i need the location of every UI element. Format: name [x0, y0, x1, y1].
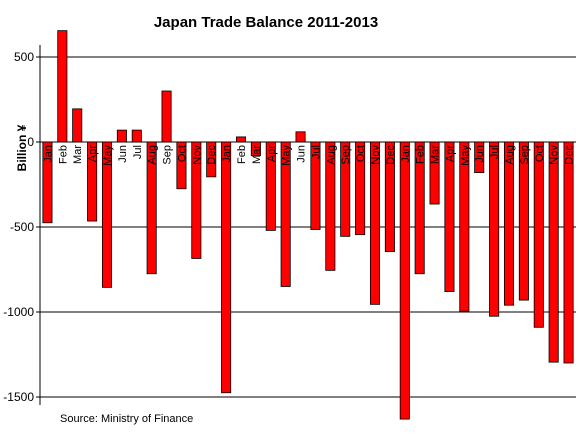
x-tick-label: Jul	[310, 145, 322, 159]
x-tick-label: Aug	[325, 145, 337, 165]
x-tick-label: Jun	[117, 145, 129, 163]
x-tick-label: Mar	[430, 145, 442, 164]
gridlines	[40, 56, 576, 398]
y-axis-label: Billion ¥	[15, 124, 29, 171]
chart-title: Japan Trade Balance 2011-2013	[154, 14, 378, 31]
x-tick-label: Jan	[221, 145, 233, 163]
bar	[42, 141, 53, 224]
bar	[384, 141, 395, 253]
bar	[280, 141, 291, 287]
y-tick-label: 500	[14, 50, 34, 64]
x-tick-label: Nov	[370, 145, 382, 165]
bar	[161, 90, 172, 143]
bar	[206, 141, 217, 178]
bar	[191, 141, 202, 259]
x-tick-label: Dec	[206, 145, 218, 165]
bar	[414, 141, 425, 275]
bar	[429, 141, 440, 205]
bars	[42, 30, 574, 420]
bar	[325, 141, 336, 271]
x-tick-label: Nov	[191, 145, 203, 165]
x-tick-label: Jan	[42, 145, 54, 163]
bar	[235, 136, 247, 143]
bar	[503, 141, 515, 306]
x-tick-label: Oct	[176, 145, 188, 162]
bar	[221, 141, 232, 394]
y-tick-labels: 500 0 -500 -1000 -1500	[3, 50, 34, 404]
bar	[563, 141, 574, 364]
x-tick-label: Jul	[489, 145, 501, 159]
bar	[518, 141, 529, 301]
bar	[101, 141, 113, 288]
bar	[340, 141, 351, 237]
x-tick-label: Feb	[236, 145, 248, 164]
y-tick-label: 0	[27, 135, 34, 149]
bar	[310, 141, 321, 230]
x-tick-label: Sep	[340, 145, 352, 165]
source-note: Source: Ministry of Finance	[60, 413, 193, 425]
bar	[533, 141, 544, 328]
bar	[176, 141, 187, 190]
x-tick-label: May	[102, 145, 114, 166]
bar	[72, 108, 83, 143]
bar	[146, 141, 157, 275]
x-tick-label: Jun	[474, 145, 486, 163]
x-tick-label: Mar	[251, 145, 263, 164]
bar	[474, 141, 485, 174]
x-tick-label: Aug	[504, 145, 516, 165]
y-tick-label: -1000	[3, 305, 34, 319]
bar	[355, 141, 366, 236]
bar	[116, 129, 127, 143]
x-tick-label: May	[281, 145, 293, 166]
bar	[444, 141, 455, 293]
x-tick-labels: Jan Feb Mar Apr May Jun Jul Aug Sep Oct Nov Dec Jan F…	[42, 145, 575, 166]
x-tick-label: Oct	[534, 145, 546, 162]
x-tick-label: Mar	[72, 145, 84, 164]
bar	[489, 141, 500, 317]
x-tick-label: Sep	[162, 145, 174, 165]
bar	[131, 129, 142, 143]
x-tick-label: Oct	[355, 145, 367, 162]
bar	[250, 141, 261, 157]
y-tick-label: -1500	[3, 390, 34, 404]
x-tick-label: Apr	[266, 145, 278, 162]
bar	[548, 141, 559, 363]
x-tick-label: Nov	[549, 145, 561, 165]
x-tick-label: Jul	[132, 145, 144, 159]
x-tick-label: Apr	[444, 145, 456, 162]
bar	[87, 141, 98, 222]
x-tick-label: Apr	[87, 145, 99, 162]
bar	[399, 141, 410, 420]
bar	[265, 141, 276, 231]
axes	[36, 45, 41, 405]
x-tick-label: May	[459, 145, 471, 166]
bar	[57, 30, 68, 143]
x-tick-label: Jan	[400, 145, 412, 163]
y-tick-label: -500	[10, 220, 34, 234]
x-tick-label: Sep	[519, 145, 531, 165]
bar	[295, 131, 306, 143]
x-tick-label: Dec	[385, 145, 397, 165]
bar	[459, 141, 470, 312]
x-tick-label: Feb	[57, 145, 69, 164]
x-tick-label: Aug	[147, 145, 159, 165]
x-tick-label: Feb	[415, 145, 427, 164]
x-tick-label: Jun	[296, 145, 308, 163]
x-tick-label: Dec	[564, 145, 576, 165]
bar	[369, 141, 381, 305]
